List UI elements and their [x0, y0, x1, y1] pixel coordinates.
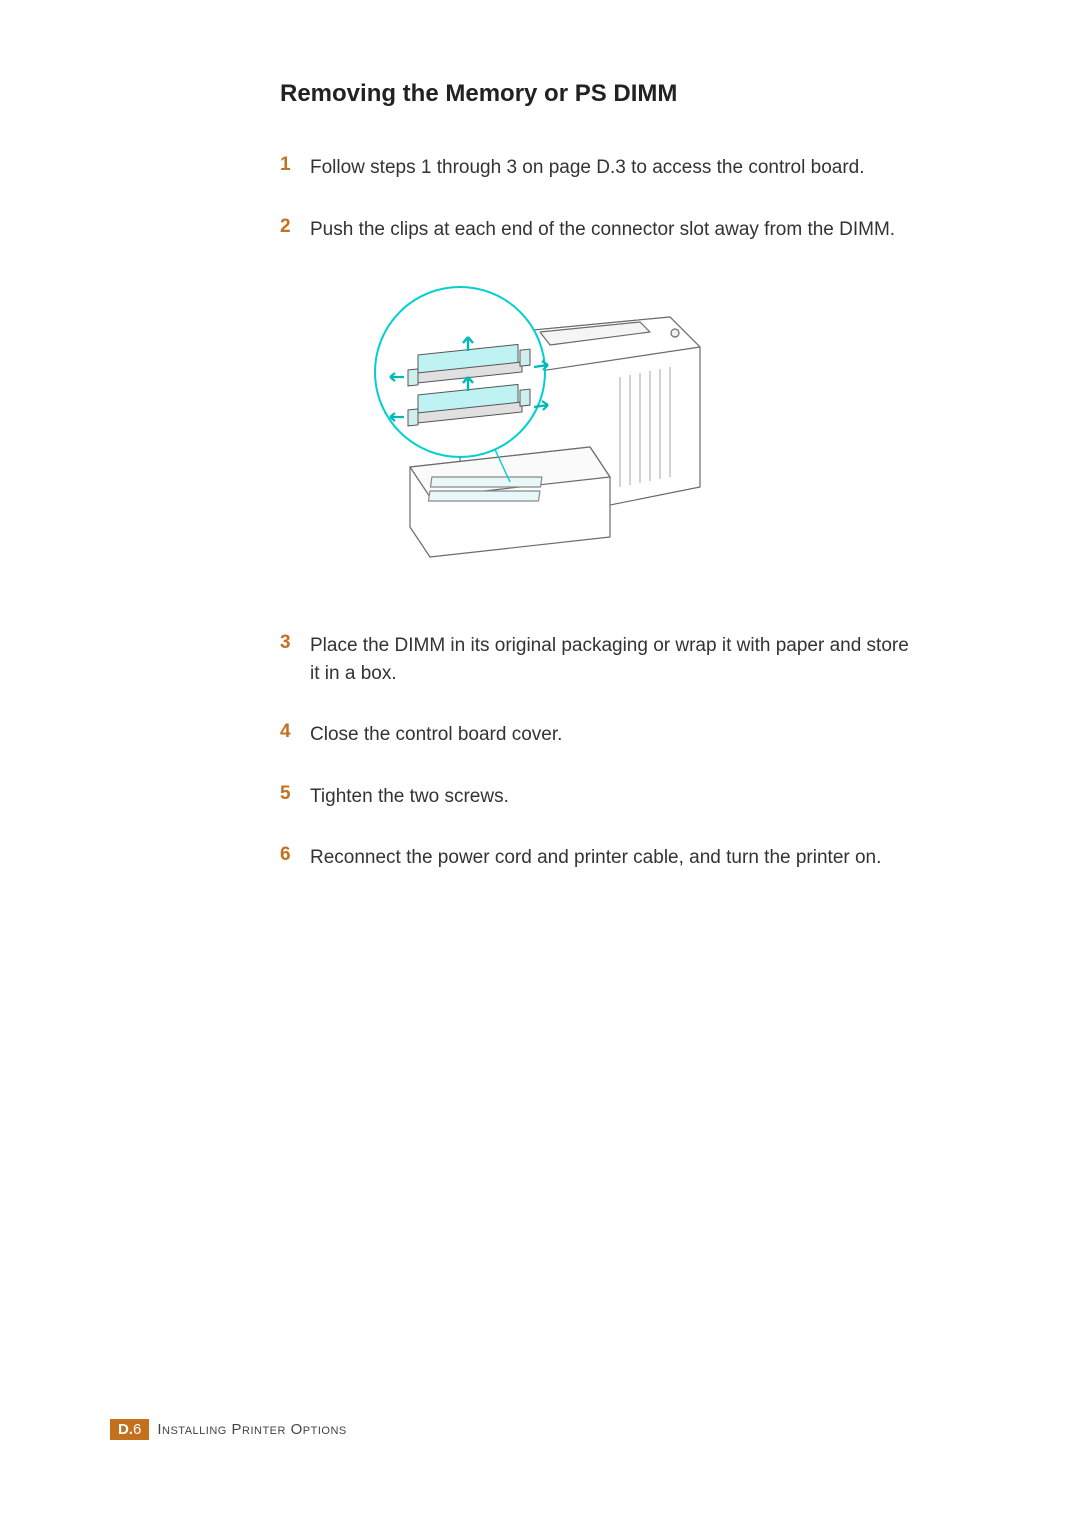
page-number: 6 [133, 1421, 141, 1438]
page-footer: D.6 Installing Printer Options [110, 1419, 347, 1440]
step-text: Push the clips at each end of the connec… [310, 216, 895, 244]
step-item: 3 Place the DIMM in its original packagi… [280, 632, 910, 687]
step-number: 5 [280, 783, 310, 805]
step-number: 6 [280, 844, 310, 866]
step-number: 4 [280, 721, 310, 743]
step-number: 3 [280, 632, 310, 654]
step-text: Reconnect the power cord and printer cab… [310, 844, 881, 872]
step-text: Tighten the two screws. [310, 783, 509, 811]
step-text: Close the control board cover. [310, 721, 562, 749]
step-item: 1 Follow steps 1 through 3 on page D.3 t… [280, 154, 910, 182]
step-item: 5 Tighten the two screws. [280, 783, 910, 811]
steps-list: 1 Follow steps 1 through 3 on page D.3 t… [280, 154, 910, 243]
page-prefix: D. [118, 1421, 133, 1438]
step-item: 2 Push the clips at each end of the conn… [280, 216, 910, 244]
step-item: 6 Reconnect the power cord and printer c… [280, 844, 910, 872]
step-number: 1 [280, 154, 310, 176]
page-number-badge: D.6 [110, 1419, 149, 1440]
section-heading: Removing the Memory or PS DIMM [280, 80, 910, 108]
step-item: 4 Close the control board cover. [280, 721, 910, 749]
step-text: Place the DIMM in its original packaging… [310, 632, 910, 687]
chapter-title: Installing Printer Options [157, 1421, 346, 1438]
step-number: 2 [280, 216, 310, 238]
step-text: Follow steps 1 through 3 on page D.3 to … [310, 154, 865, 182]
steps-list-continued: 3 Place the DIMM in its original packagi… [280, 632, 910, 872]
dimm-removal-illustration [340, 277, 910, 582]
